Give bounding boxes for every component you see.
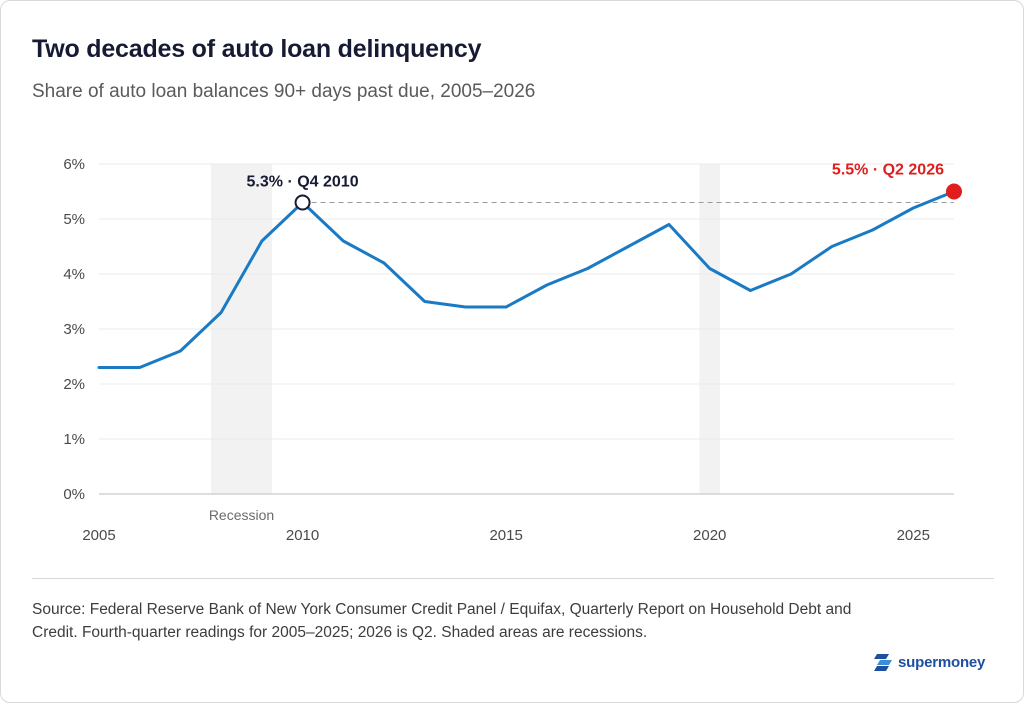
chart-subtitle: Share of auto loan balances 90+ days pas…: [32, 81, 536, 102]
y-tick-label: 0%: [63, 486, 85, 503]
x-tick-label: 2025: [897, 527, 930, 544]
series-line: [97, 190, 956, 369]
brand-name: supermoney: [898, 653, 986, 671]
x-tick-label: 2010: [286, 527, 319, 544]
brand-logo[interactable]: supermoney: [873, 651, 985, 673]
x-tick-label: 2005: [82, 527, 115, 544]
x-tick-label: 2020: [693, 527, 726, 544]
latest-annotation: 5.5% · Q2 2026: [832, 162, 944, 179]
y-tick-label: 1%: [63, 431, 85, 448]
grid-lines: [99, 163, 954, 440]
latest-marker: [946, 183, 962, 200]
y-tick-label: 2%: [63, 376, 85, 393]
y-tick-label: 3%: [63, 321, 85, 338]
supermoney-logo-icon: [874, 654, 892, 671]
annotations-layer: 5.3% · Q4 2010 5.5% · Q2 2026: [247, 162, 962, 211]
footer-divider: [32, 578, 994, 579]
x-tick-label: 2015: [489, 527, 522, 544]
recession-label: Recession: [209, 507, 274, 523]
x-axis: 2005 2010 2015 2020 2025: [82, 493, 954, 544]
line-chart: Recession 0% 1% 2% 3% 4% 5% 6% 2005 2010 2015 202…: [63, 156, 962, 544]
y-tick-label: 4%: [63, 266, 85, 283]
y-tick-label: 5%: [63, 211, 85, 228]
chart-title: Two decades of auto loan delinquency: [32, 35, 482, 63]
y-axis: 0% 1% 2% 3% 4% 5% 6%: [63, 156, 85, 503]
series-layer: [97, 190, 956, 369]
peak-marker: [294, 194, 311, 211]
peak-annotation: 5.3% · Q4 2010: [247, 174, 359, 191]
y-tick-label: 6%: [63, 156, 85, 173]
source-note: Source: Federal Reserve Bank of New York…: [32, 601, 852, 641]
